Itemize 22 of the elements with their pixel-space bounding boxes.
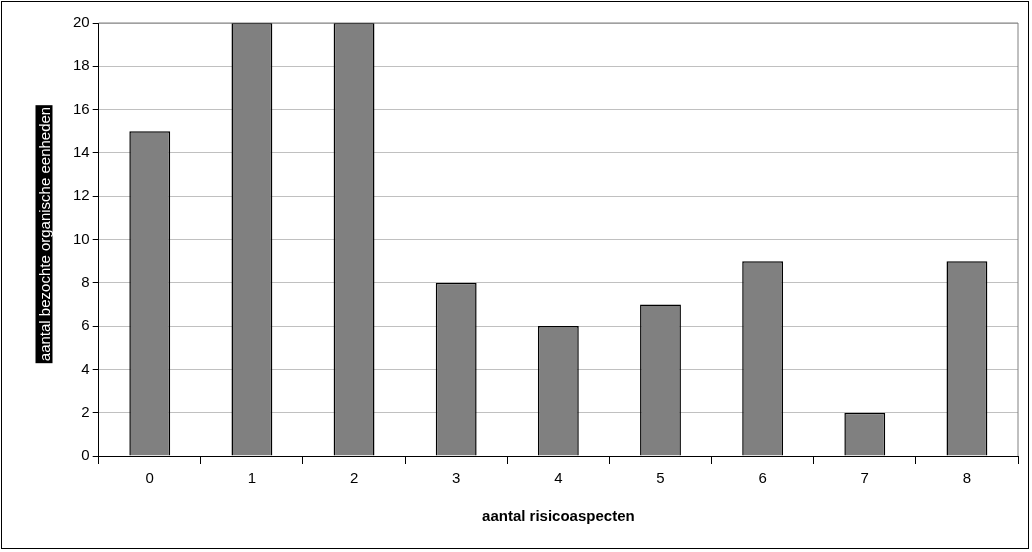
x-axis-title: aantal risicoaspecten [482,507,635,525]
x-tick-label: 1 [247,469,257,487]
y-tick-label: 10 [73,229,90,247]
y-tick-label: 8 [81,272,90,290]
y-tick-label: 6 [81,316,90,334]
y-axis-title: aantal bezochte organische eenheden [35,104,53,364]
x-tick-label: 8 [962,469,972,487]
x-tick-label: 3 [452,469,461,487]
y-tick-label: 14 [73,143,90,161]
y-tick-label: 20 [73,13,90,31]
y-tick-label: 12 [73,186,90,204]
y-tick-label: 0 [81,446,90,464]
x-tick-label: 0 [145,469,154,487]
y-tick-label: 4 [81,359,90,377]
x-tick-label: 5 [656,469,665,487]
x-tick-label: 7 [860,469,869,487]
y-tick-label: 16 [73,99,90,117]
y-tick-label: 18 [73,56,90,74]
x-tick-label: 4 [554,469,563,487]
x-tick-label: 2 [349,469,359,487]
y-tick-label: 2 [81,402,90,420]
x-tick-label: 6 [758,469,767,487]
